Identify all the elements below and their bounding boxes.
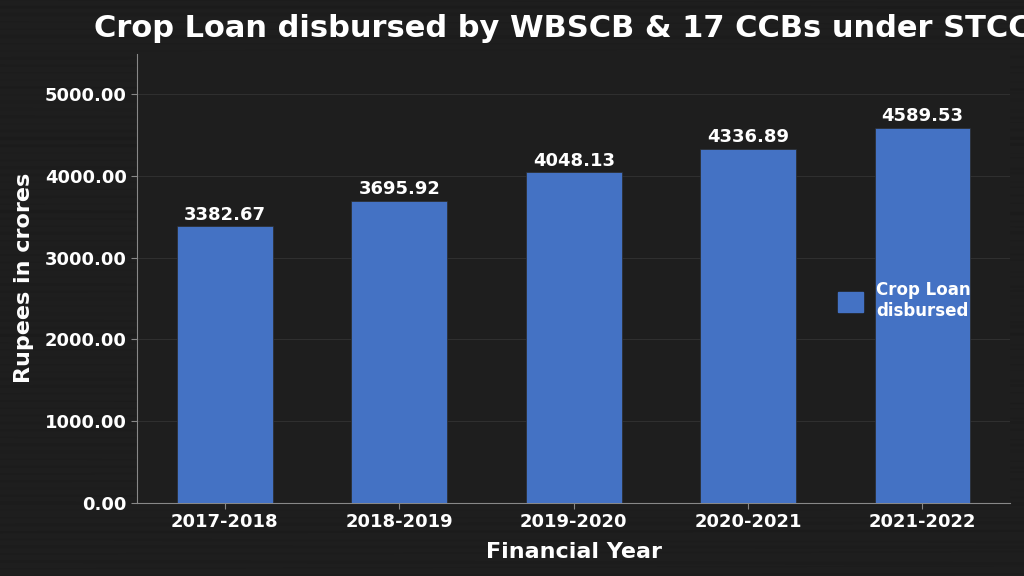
Bar [177,226,272,503]
Bar [874,128,971,503]
Bar [700,149,796,503]
Legend: Crop Loan
disbursed: Crop Loan disbursed [824,268,984,334]
Y-axis label: Rupees in crores: Rupees in crores [14,173,34,383]
Text: 4589.53: 4589.53 [882,108,964,126]
Bar [351,201,447,503]
Text: 3695.92: 3695.92 [358,180,440,198]
Text: 4048.13: 4048.13 [532,151,614,170]
Text: 3382.67: 3382.67 [184,206,266,224]
Text: 4336.89: 4336.89 [708,128,790,146]
Title: Crop Loan disbursed by WBSCB & 17 CCBs under STCCS: Crop Loan disbursed by WBSCB & 17 CCBs u… [94,14,1024,43]
Bar [525,172,622,503]
X-axis label: Financial Year: Financial Year [485,542,662,562]
